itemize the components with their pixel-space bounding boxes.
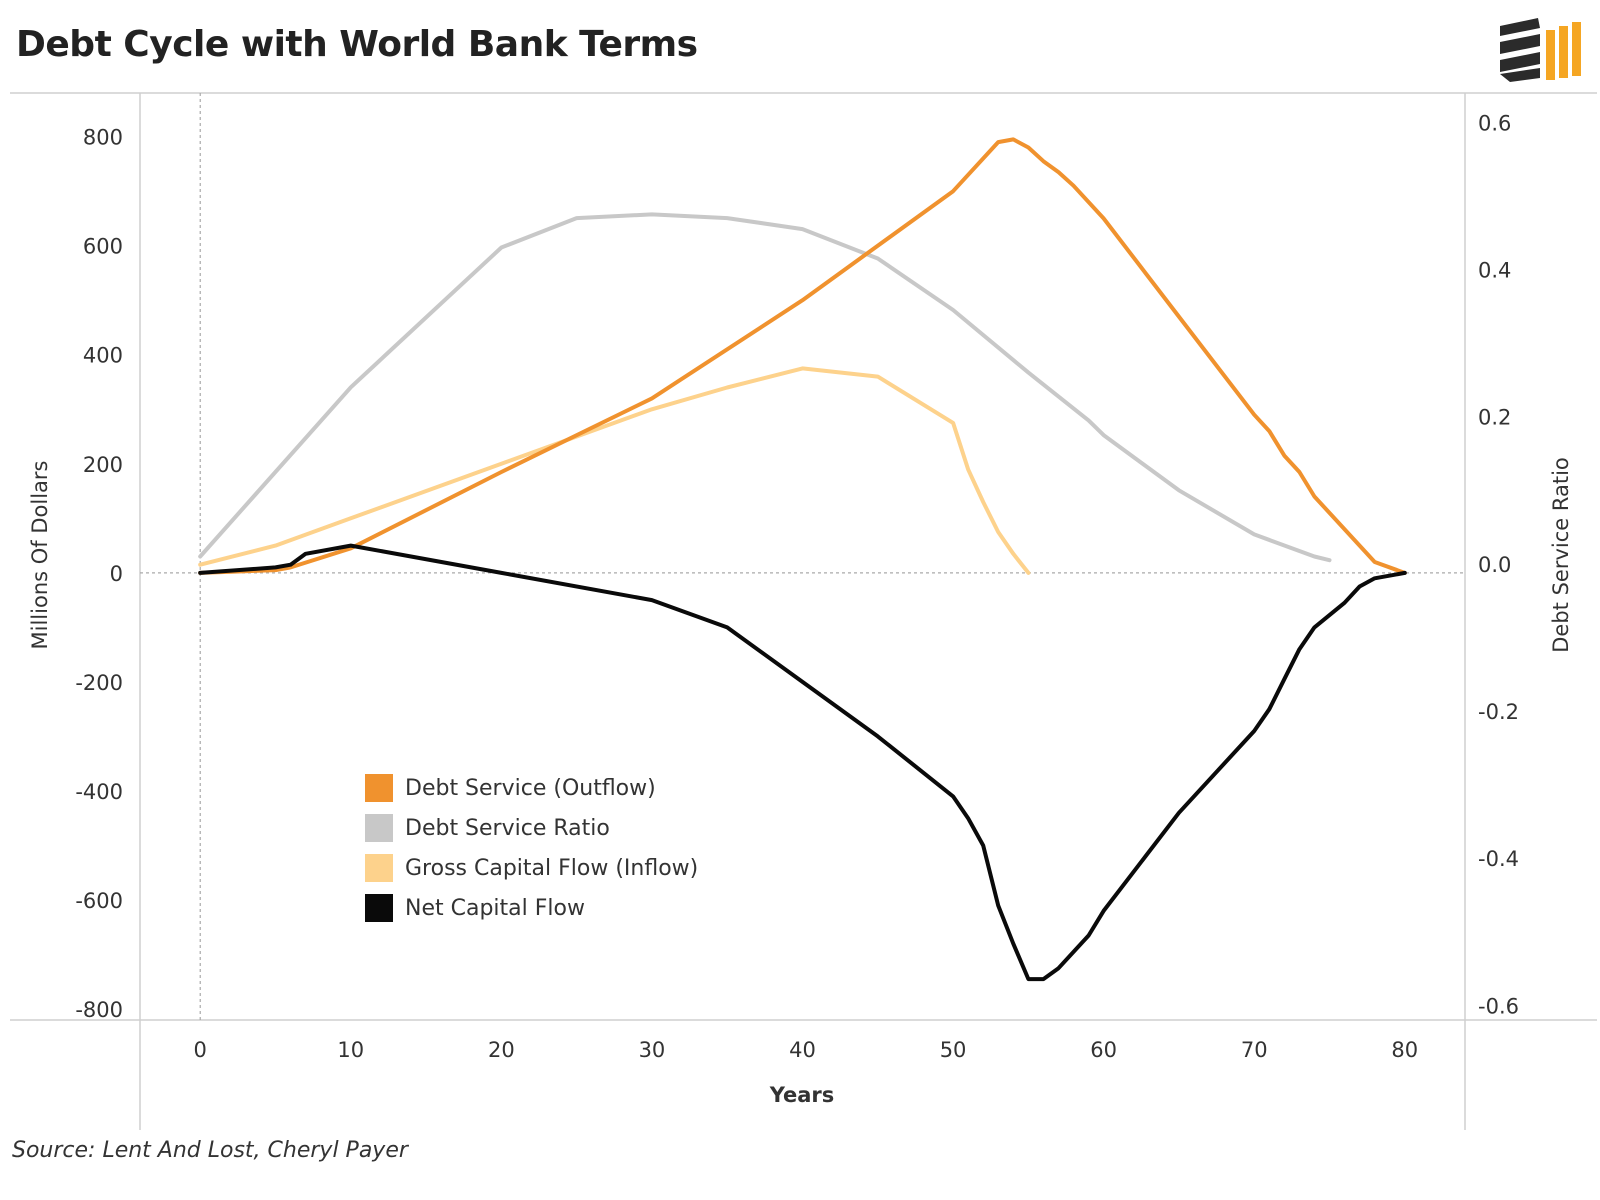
legend-swatch	[365, 854, 393, 882]
logo-dark-bar-3	[1500, 52, 1540, 72]
x-tick-label: 0	[194, 1038, 207, 1062]
y2-tick-label: -0.6	[1478, 994, 1519, 1018]
series-line-debt-service-outflow	[198, 137, 1407, 575]
legend-item-debt-service: Debt Service (Outflow)	[365, 768, 698, 808]
x-tick-label: 40	[789, 1038, 816, 1062]
legend-swatch	[365, 774, 393, 802]
y-tick-label: 0	[110, 562, 123, 586]
y2-tick-label: -0.2	[1478, 700, 1519, 724]
series-line-gross-capital-flow-inflow	[198, 366, 1031, 575]
legend-label: Debt Service Ratio	[405, 815, 610, 841]
y-axis-title: Millions Of Dollars	[28, 461, 52, 650]
page-title: Debt Cycle with World Bank Terms	[16, 24, 698, 65]
y-tick-label: -600	[75, 889, 123, 913]
y2-tick-label: 0.0	[1478, 553, 1511, 577]
y-tick-label: 400	[83, 344, 123, 368]
x-tick-label: 70	[1241, 1038, 1268, 1062]
legend-label: Debt Service (Outflow)	[405, 775, 656, 801]
y-tick-label: 600	[83, 235, 123, 259]
y-tick-label: -200	[75, 671, 123, 695]
y2-tick-label: 0.4	[1478, 259, 1511, 283]
x-axis-title: Years	[769, 1083, 835, 1107]
logo-orange-bar-3	[1572, 22, 1581, 76]
legend-item-gross-capital-flow: Gross Capital Flow (Inflow)	[365, 848, 698, 888]
legend-swatch	[365, 814, 393, 842]
y2-axis-title: Debt Service Ratio	[1549, 457, 1573, 653]
series-line-net-capital-flow	[198, 543, 1407, 982]
y-tick-label: 800	[83, 126, 123, 150]
x-tick-label: 30	[639, 1038, 666, 1062]
y-tick-label: 200	[83, 453, 123, 477]
y2-tick-label: 0.2	[1478, 406, 1511, 430]
x-tick-label: 80	[1391, 1038, 1418, 1062]
source-note: Source: Lent And Lost, Cheryl Payer	[12, 1138, 408, 1163]
y-tick-label: -800	[75, 998, 123, 1022]
legend-label: Gross Capital Flow (Inflow)	[405, 855, 699, 881]
brand-logo-icon	[1500, 18, 1581, 82]
logo-dark-bar-1	[1500, 18, 1540, 36]
legend-label: Net Capital Flow	[405, 895, 585, 921]
legend: Debt Service (Outflow) Debt Service Rati…	[365, 768, 698, 928]
x-tick-label: 50	[940, 1038, 967, 1062]
y2-tick-label: -0.4	[1478, 847, 1519, 871]
x-tick-label: 60	[1090, 1038, 1117, 1062]
x-tick-label: 10	[337, 1038, 364, 1062]
series-line-debt-service-ratio	[198, 212, 1332, 563]
logo-dark-bar-4	[1500, 68, 1540, 82]
legend-item-debt-service-ratio: Debt Service Ratio	[365, 808, 698, 848]
logo-dark-bar-2	[1500, 34, 1540, 54]
logo-orange-bar-1	[1546, 30, 1555, 80]
logo-orange-bar-2	[1559, 26, 1568, 78]
y2-tick-label: 0.6	[1478, 111, 1511, 135]
legend-swatch	[365, 894, 393, 922]
legend-item-net-capital-flow: Net Capital Flow	[365, 888, 698, 928]
x-tick-label: 20	[488, 1038, 515, 1062]
y-tick-label: -400	[75, 780, 123, 804]
